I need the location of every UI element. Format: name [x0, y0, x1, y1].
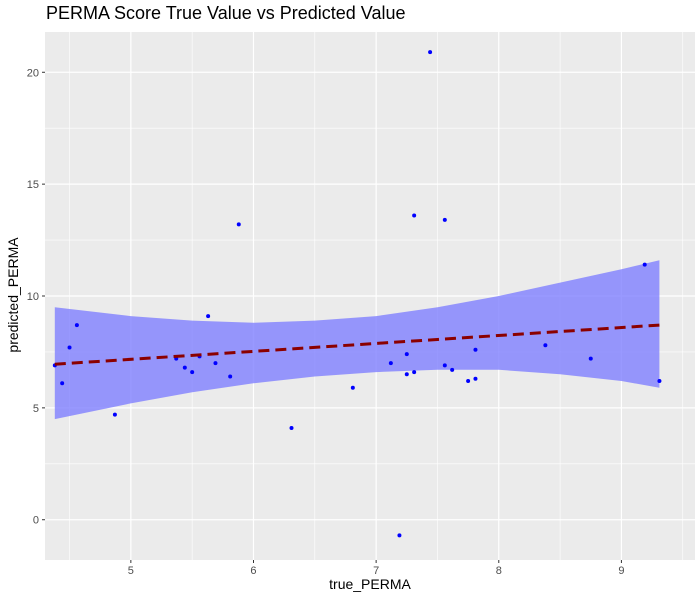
data-point: [473, 376, 478, 381]
y-tick-label: 0: [33, 515, 39, 527]
chart-title: PERMA Score True Value vs Predicted Valu…: [46, 3, 406, 23]
x-tick-label: 9: [618, 565, 624, 577]
data-point: [228, 374, 233, 379]
x-tick-label: 7: [373, 565, 379, 577]
data-point: [388, 361, 393, 366]
x-axis-label: true_PERMA: [329, 576, 411, 592]
data-point: [350, 385, 355, 390]
data-point: [404, 352, 409, 357]
data-point: [466, 379, 471, 384]
data-point: [60, 381, 65, 386]
data-point: [442, 217, 447, 222]
data-point: [182, 365, 187, 370]
data-point: [412, 213, 417, 218]
confidence-band-layer: [54, 260, 660, 420]
points-layer: [52, 50, 662, 538]
data-point: [236, 222, 241, 227]
data-point: [112, 412, 117, 417]
y-axis-label: predicted_PERMA: [5, 237, 21, 353]
data-point: [428, 50, 433, 55]
axis-ticks: 5 6 7 8 9 0 5 10 15 20: [27, 67, 625, 577]
data-point: [397, 533, 402, 538]
data-point: [642, 262, 647, 267]
data-point: [74, 323, 79, 328]
data-point: [442, 363, 447, 368]
y-tick-label: 5: [33, 403, 39, 415]
data-point: [404, 372, 409, 377]
major-gridlines: [45, 32, 695, 560]
data-point: [450, 367, 455, 372]
x-tick-label: 6: [250, 565, 256, 577]
data-point: [206, 314, 211, 319]
y-tick-label: 20: [27, 67, 39, 79]
x-tick-label: 8: [496, 565, 502, 577]
data-point: [67, 345, 72, 350]
data-point: [588, 356, 593, 361]
y-tick-label: 15: [27, 179, 39, 191]
x-tick-label: 5: [128, 565, 134, 577]
data-point: [289, 426, 294, 430]
data-point: [543, 343, 548, 348]
data-point: [657, 379, 662, 384]
y-tick-label: 10: [27, 291, 39, 303]
data-point: [412, 370, 417, 375]
data-point: [213, 361, 218, 366]
data-point: [473, 347, 478, 352]
confidence-band: [54, 260, 660, 420]
data-point: [190, 370, 195, 375]
